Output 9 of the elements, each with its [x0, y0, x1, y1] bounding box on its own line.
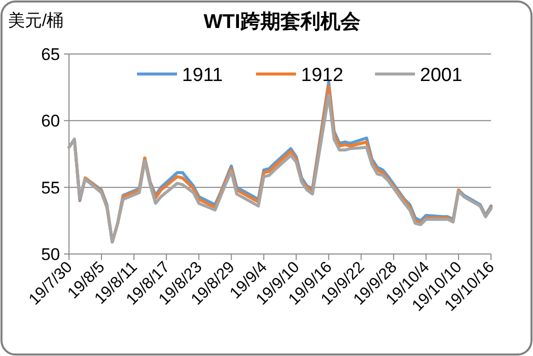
y-axis-title: 美元/桶: [8, 11, 64, 30]
y-tick-label: 60: [41, 112, 60, 131]
y-tick-label: 55: [41, 178, 60, 198]
chart-title: WTI跨期套利机会: [204, 10, 362, 33]
y-tick-label: 50: [41, 245, 60, 264]
legend-label: 1911: [182, 65, 223, 86]
y-tick-label: 65: [41, 45, 60, 64]
legend-label: 2001: [420, 65, 462, 86]
legend-label: 1912: [301, 65, 344, 86]
